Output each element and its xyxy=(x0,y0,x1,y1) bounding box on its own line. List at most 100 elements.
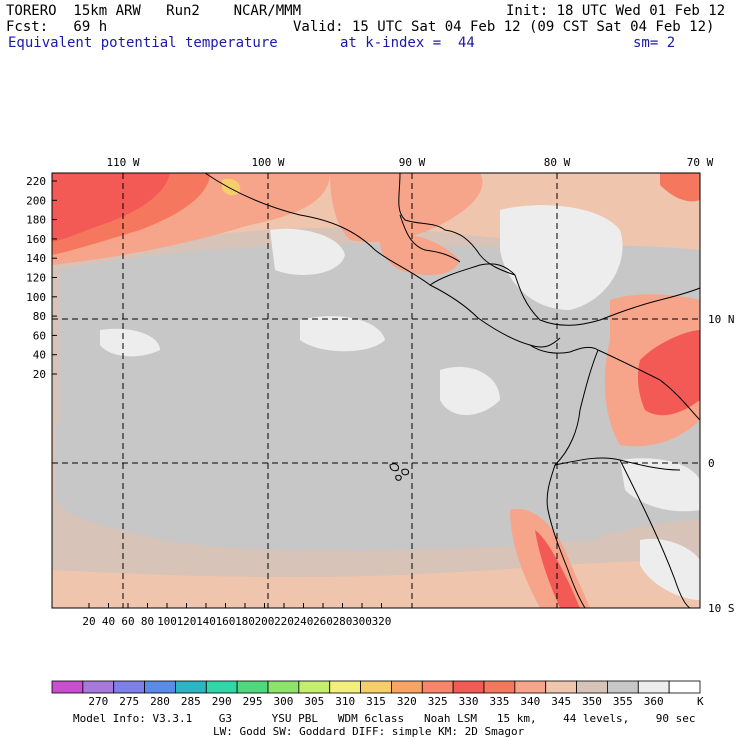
x-index-label: 180 xyxy=(235,615,255,628)
coastline-panama xyxy=(529,344,599,354)
left-index-axis: 220 200 180 160 140 120 100 80 60 40 20 xyxy=(26,175,57,381)
colorbar-label: 270 xyxy=(88,695,108,708)
y-index-label: 100 xyxy=(26,291,46,304)
lat-label: 10 S xyxy=(708,602,735,615)
model-title: TORERO 15km ARW Run2 NCAR/MMM xyxy=(6,3,302,19)
colorbar-swatch xyxy=(637,680,670,694)
field-gulf-warm xyxy=(379,233,460,276)
model-info-line1: Model Info: V3.3.1 G3 YSU PBL WDM 6class… xyxy=(73,712,696,725)
x-index-label: 200 xyxy=(255,615,275,628)
coastline-south-america xyxy=(546,349,599,609)
field-patch-light-2 xyxy=(270,228,345,275)
colorbar-label: 300 xyxy=(273,695,293,708)
lat-label: 0 xyxy=(708,457,715,470)
field-patch-light-7 xyxy=(640,538,700,600)
field-band-lower-grey xyxy=(55,420,600,546)
border-guatemala xyxy=(399,214,461,263)
field-caribbean-warm xyxy=(660,173,700,202)
colorbar-swatch xyxy=(205,680,238,694)
lon-label: 80 W xyxy=(544,156,571,169)
colorbar-label: 345 xyxy=(551,695,571,708)
lat-label: 10 N xyxy=(708,313,735,326)
init-time: Init: 18 UTC Wed 01 Feb 12 xyxy=(506,3,726,19)
colorbar-swatch xyxy=(329,680,361,694)
colorbar-label: 275 xyxy=(119,695,139,708)
colorbar-label: 340 xyxy=(520,695,540,708)
x-index-label: 320 xyxy=(372,615,392,628)
colorbar-label: 325 xyxy=(428,695,448,708)
colorbar-label: 350 xyxy=(582,695,602,708)
colorbar-swatch xyxy=(82,680,115,694)
field-patch-light-6 xyxy=(620,458,700,512)
model-info-line2: LW: Godd SW: Goddard DIFF: simple KM: 2D… xyxy=(213,725,525,738)
colorbar-swatch xyxy=(267,680,300,694)
field-coast-warm xyxy=(330,173,483,242)
colorbar-swatch xyxy=(668,680,701,694)
coastline-gulf xyxy=(398,172,516,276)
colorbar-label: 285 xyxy=(181,695,201,708)
field-colombia-warm-core xyxy=(637,330,700,416)
y-index-label: 60 xyxy=(33,329,46,342)
colorbar-unit: K xyxy=(697,695,704,708)
colorbar-swatch xyxy=(545,680,577,694)
coastlines xyxy=(204,172,701,609)
colorbar-swatch xyxy=(298,680,331,694)
border-peru xyxy=(619,459,691,609)
colorbar: 270 275 280 285 290 295 300 305 310 315 320 325 330 3… xyxy=(51,680,701,708)
smoothing-info: sm= 2 xyxy=(633,35,676,51)
y-index-label: 140 xyxy=(26,252,46,265)
colorbar-label: 355 xyxy=(613,695,633,708)
x-index-label: 220 xyxy=(274,615,294,628)
valid-time: Valid: 15 UTC Sat 04 Feb 12 (09 CST Sat … xyxy=(293,19,715,35)
field-patch-light-5 xyxy=(100,328,160,357)
y-index-label: 80 xyxy=(33,310,46,323)
x-index-label: 160 xyxy=(216,615,236,628)
shaded-field xyxy=(52,173,700,608)
y-index-label: 200 xyxy=(26,194,46,207)
lon-label: 100 W xyxy=(251,156,284,169)
colorbar-label: 320 xyxy=(397,695,417,708)
field-patch-light-4 xyxy=(440,366,500,415)
colorbar-swatch xyxy=(236,680,269,694)
colorbar-swatch xyxy=(175,680,207,694)
y-index-label: 220 xyxy=(26,175,46,188)
x-index-label: 40 xyxy=(102,615,115,628)
plot-frame xyxy=(51,172,701,609)
field-nw-warm-core xyxy=(52,173,170,242)
x-index-label: 80 xyxy=(141,615,154,628)
colorbar-label: 290 xyxy=(212,695,232,708)
y-index-label: 180 xyxy=(26,214,46,227)
colorbar-swatch xyxy=(391,680,423,694)
coastline-mexico xyxy=(204,172,561,348)
colorbar-label: 295 xyxy=(243,695,263,708)
x-index-label: 120 xyxy=(177,615,197,628)
x-index-label: 140 xyxy=(196,615,216,628)
colorbar-swatch xyxy=(483,680,516,694)
colorbar-label: 280 xyxy=(150,695,170,708)
y-index-label: 20 xyxy=(33,368,46,381)
coastline-caribbean xyxy=(514,274,701,326)
forecast-hour: Fcst: 69 h xyxy=(6,19,108,35)
y-index-label: 160 xyxy=(26,233,46,246)
level-info: at k-index = 44 xyxy=(340,35,475,51)
colorbar-swatch xyxy=(421,680,454,694)
x-index-label: 300 xyxy=(352,615,372,628)
field-patch-light-3 xyxy=(300,316,385,352)
colorbar-swatch xyxy=(452,680,485,694)
border-ecuador xyxy=(554,457,681,471)
galapagos xyxy=(389,463,409,481)
colorbar-label: 330 xyxy=(459,695,479,708)
right-latitude-labels: 10 N 0 10 S xyxy=(708,313,735,615)
border-honduras xyxy=(429,263,516,286)
x-index-label: 260 xyxy=(313,615,333,628)
colorbar-swatch xyxy=(113,680,145,694)
x-index-label: 240 xyxy=(294,615,314,628)
colorbar-swatch xyxy=(144,680,176,694)
lon-label: 70 W xyxy=(687,156,714,169)
colorbar-swatch xyxy=(51,680,84,694)
gridlines xyxy=(52,173,700,608)
colorbar-label: 360 xyxy=(644,695,664,708)
y-index-label: 120 xyxy=(26,272,46,285)
colorbar-swatch xyxy=(514,680,547,694)
